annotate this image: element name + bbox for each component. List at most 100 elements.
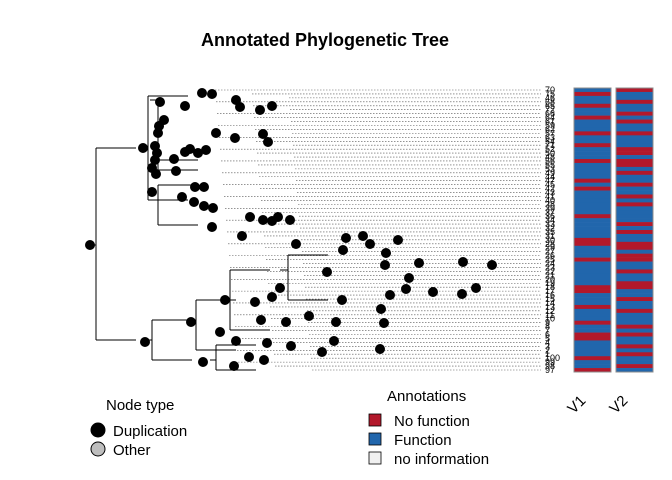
heatmap-cell-v1 bbox=[574, 241, 611, 247]
heatmap-cell-v2 bbox=[616, 304, 653, 310]
tip-label: 68 bbox=[545, 97, 555, 107]
tip-label: 7 bbox=[545, 326, 550, 336]
heatmap-column-label-v1: V1 bbox=[564, 392, 589, 417]
heatmap-cell-v1 bbox=[574, 324, 611, 329]
duplication-node bbox=[147, 187, 157, 197]
heatmap-cell-v2 bbox=[616, 182, 653, 187]
heatmap-cell-v1 bbox=[574, 222, 611, 227]
heatmap-cell-v1 bbox=[574, 115, 611, 120]
heatmap-cell-v1 bbox=[574, 214, 611, 219]
heatmap-cell-v1 bbox=[574, 186, 611, 191]
heatmap-cell-v2 bbox=[616, 320, 653, 325]
duplication-node bbox=[341, 233, 351, 243]
heatmap-cell-v2 bbox=[616, 332, 653, 337]
duplication-node bbox=[208, 203, 218, 213]
tip-label: 21 bbox=[545, 270, 555, 280]
heatmap-cell-v1 bbox=[574, 198, 611, 203]
duplication-node bbox=[275, 283, 285, 293]
duplication-node bbox=[198, 357, 208, 367]
duplication-node bbox=[197, 88, 207, 98]
heatmap-cell-v2 bbox=[616, 115, 653, 120]
duplication-node bbox=[177, 192, 187, 202]
heatmap-cell-v1 bbox=[574, 111, 611, 116]
duplication-node bbox=[365, 239, 375, 249]
duplication-node bbox=[338, 245, 348, 255]
heatmap-cell-v1 bbox=[574, 127, 611, 132]
heatmap-cell-v2 bbox=[616, 214, 653, 219]
tip-label: 23 bbox=[545, 262, 555, 272]
duplication-node bbox=[291, 239, 301, 249]
heatmap-cell-v1 bbox=[574, 233, 611, 239]
tip-label: 40 bbox=[545, 195, 555, 205]
heatmap-cell-v2 bbox=[616, 174, 653, 180]
tip-label: 41 bbox=[545, 191, 555, 201]
heatmap-cell-v2 bbox=[616, 131, 653, 136]
heatmap-cell-v1 bbox=[574, 261, 611, 266]
heatmap-cell-v2 bbox=[616, 265, 653, 270]
heatmap-cell-v1 bbox=[574, 304, 611, 310]
heatmap-cell-v1 bbox=[574, 103, 611, 109]
tip-label: 56 bbox=[545, 156, 555, 166]
tip-label: 25 bbox=[545, 255, 555, 265]
heatmap-cell-v1 bbox=[574, 166, 611, 172]
duplication-node bbox=[153, 128, 163, 138]
heatmap-border-v2 bbox=[615, 87, 654, 373]
heatmap-cell-v1 bbox=[574, 99, 611, 105]
duplication-marker bbox=[90, 422, 106, 438]
heatmap-cell-v2 bbox=[616, 245, 653, 251]
tip-label: 57 bbox=[545, 128, 555, 138]
duplication-node bbox=[267, 292, 277, 302]
tip-label: 14 bbox=[545, 298, 555, 308]
duplication-node bbox=[458, 257, 468, 267]
tip-label: 6 bbox=[545, 330, 550, 340]
duplication-node bbox=[235, 102, 245, 112]
duplication-node bbox=[358, 231, 368, 241]
heatmap-cell-v1 bbox=[574, 301, 611, 306]
heatmap-cell-v2 bbox=[616, 159, 653, 164]
duplication-node bbox=[185, 144, 195, 154]
heatmap-cell-v2 bbox=[616, 352, 653, 357]
heatmap-cell-v1 bbox=[574, 289, 611, 294]
no-information-label: no information bbox=[394, 451, 489, 468]
tip-label: 28 bbox=[545, 239, 555, 249]
node-type-legend-title: Node type bbox=[106, 397, 174, 414]
duplication-node bbox=[375, 344, 385, 354]
heatmap-cell-v2 bbox=[616, 316, 653, 322]
heatmap-cell-v1 bbox=[574, 332, 611, 337]
duplication-node bbox=[322, 267, 332, 277]
heatmap-cell-v1 bbox=[574, 151, 611, 156]
heatmap-cell-v2 bbox=[616, 155, 653, 160]
heatmap-cell-v2 bbox=[616, 91, 653, 97]
duplication-node bbox=[471, 283, 481, 293]
duplication-node bbox=[331, 317, 341, 327]
heatmap-cell-v1 bbox=[574, 360, 611, 365]
heatmap-cell-v1 bbox=[574, 143, 611, 148]
heatmap-cell-v2 bbox=[616, 285, 653, 290]
heatmap-cell-v2 bbox=[616, 281, 653, 286]
tip-label: 52 bbox=[545, 144, 555, 154]
heatmap-cell-v1 bbox=[574, 316, 611, 322]
tip-label: 2 bbox=[545, 345, 550, 355]
heatmap-cell-v1 bbox=[574, 277, 611, 282]
duplication-node bbox=[138, 143, 148, 153]
duplication-node bbox=[159, 115, 169, 125]
duplication-node bbox=[256, 315, 266, 325]
tip-label: 16 bbox=[545, 290, 555, 300]
heatmap-cell-v2 bbox=[616, 249, 653, 254]
tip-label: 42 bbox=[545, 184, 555, 194]
heatmap-cell-v1 bbox=[574, 107, 611, 112]
heatmap-cell-v2 bbox=[616, 151, 653, 156]
tip-label: 20 bbox=[545, 274, 555, 284]
tip-label: 29 bbox=[545, 243, 555, 253]
heatmap-cell-v2 bbox=[616, 198, 653, 203]
heatmap-cell-v1 bbox=[574, 159, 611, 164]
heatmap-cell-v2 bbox=[616, 253, 653, 258]
tip-label: 63 bbox=[545, 132, 555, 142]
tree-branch bbox=[150, 185, 159, 225]
tip-label: 4 bbox=[545, 337, 550, 347]
tip-label: 64 bbox=[545, 113, 555, 123]
duplication-node bbox=[262, 338, 272, 348]
heatmap-cell-v1 bbox=[574, 210, 611, 215]
tip-label: 33 bbox=[545, 219, 555, 229]
